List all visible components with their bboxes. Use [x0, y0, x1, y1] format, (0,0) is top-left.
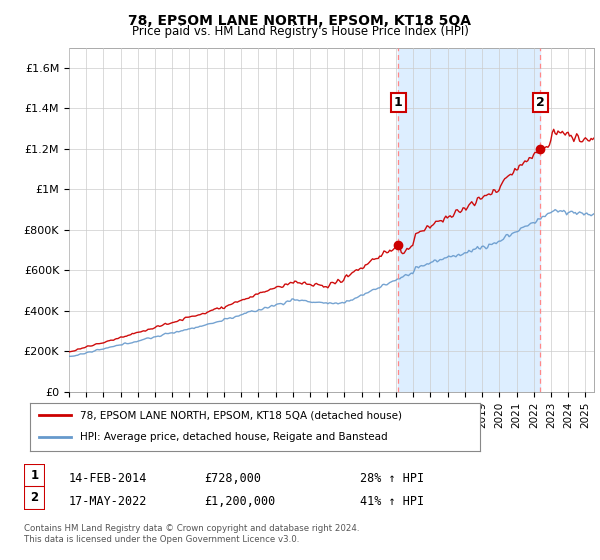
Text: 1: 1 — [394, 96, 403, 109]
Text: 41% ↑ HPI: 41% ↑ HPI — [360, 494, 424, 508]
Text: 2: 2 — [536, 96, 545, 109]
Text: HPI: Average price, detached house, Reigate and Banstead: HPI: Average price, detached house, Reig… — [79, 432, 387, 442]
Bar — [398, 48, 540, 392]
Text: This data is licensed under the Open Government Licence v3.0.: This data is licensed under the Open Gov… — [24, 535, 299, 544]
Text: 28% ↑ HPI: 28% ↑ HPI — [360, 472, 424, 486]
Text: Price paid vs. HM Land Registry's House Price Index (HPI): Price paid vs. HM Land Registry's House … — [131, 25, 469, 38]
Text: £728,000: £728,000 — [204, 472, 261, 486]
Text: 78, EPSOM LANE NORTH, EPSOM, KT18 5QA: 78, EPSOM LANE NORTH, EPSOM, KT18 5QA — [128, 14, 472, 28]
Text: 1: 1 — [31, 469, 38, 482]
Text: 2: 2 — [31, 491, 38, 505]
Text: 78, EPSOM LANE NORTH, EPSOM, KT18 5QA (detached house): 78, EPSOM LANE NORTH, EPSOM, KT18 5QA (d… — [79, 410, 401, 420]
Text: £1,200,000: £1,200,000 — [204, 494, 275, 508]
Text: 14-FEB-2014: 14-FEB-2014 — [69, 472, 148, 486]
Text: Contains HM Land Registry data © Crown copyright and database right 2024.: Contains HM Land Registry data © Crown c… — [24, 524, 359, 533]
Text: 17-MAY-2022: 17-MAY-2022 — [69, 494, 148, 508]
